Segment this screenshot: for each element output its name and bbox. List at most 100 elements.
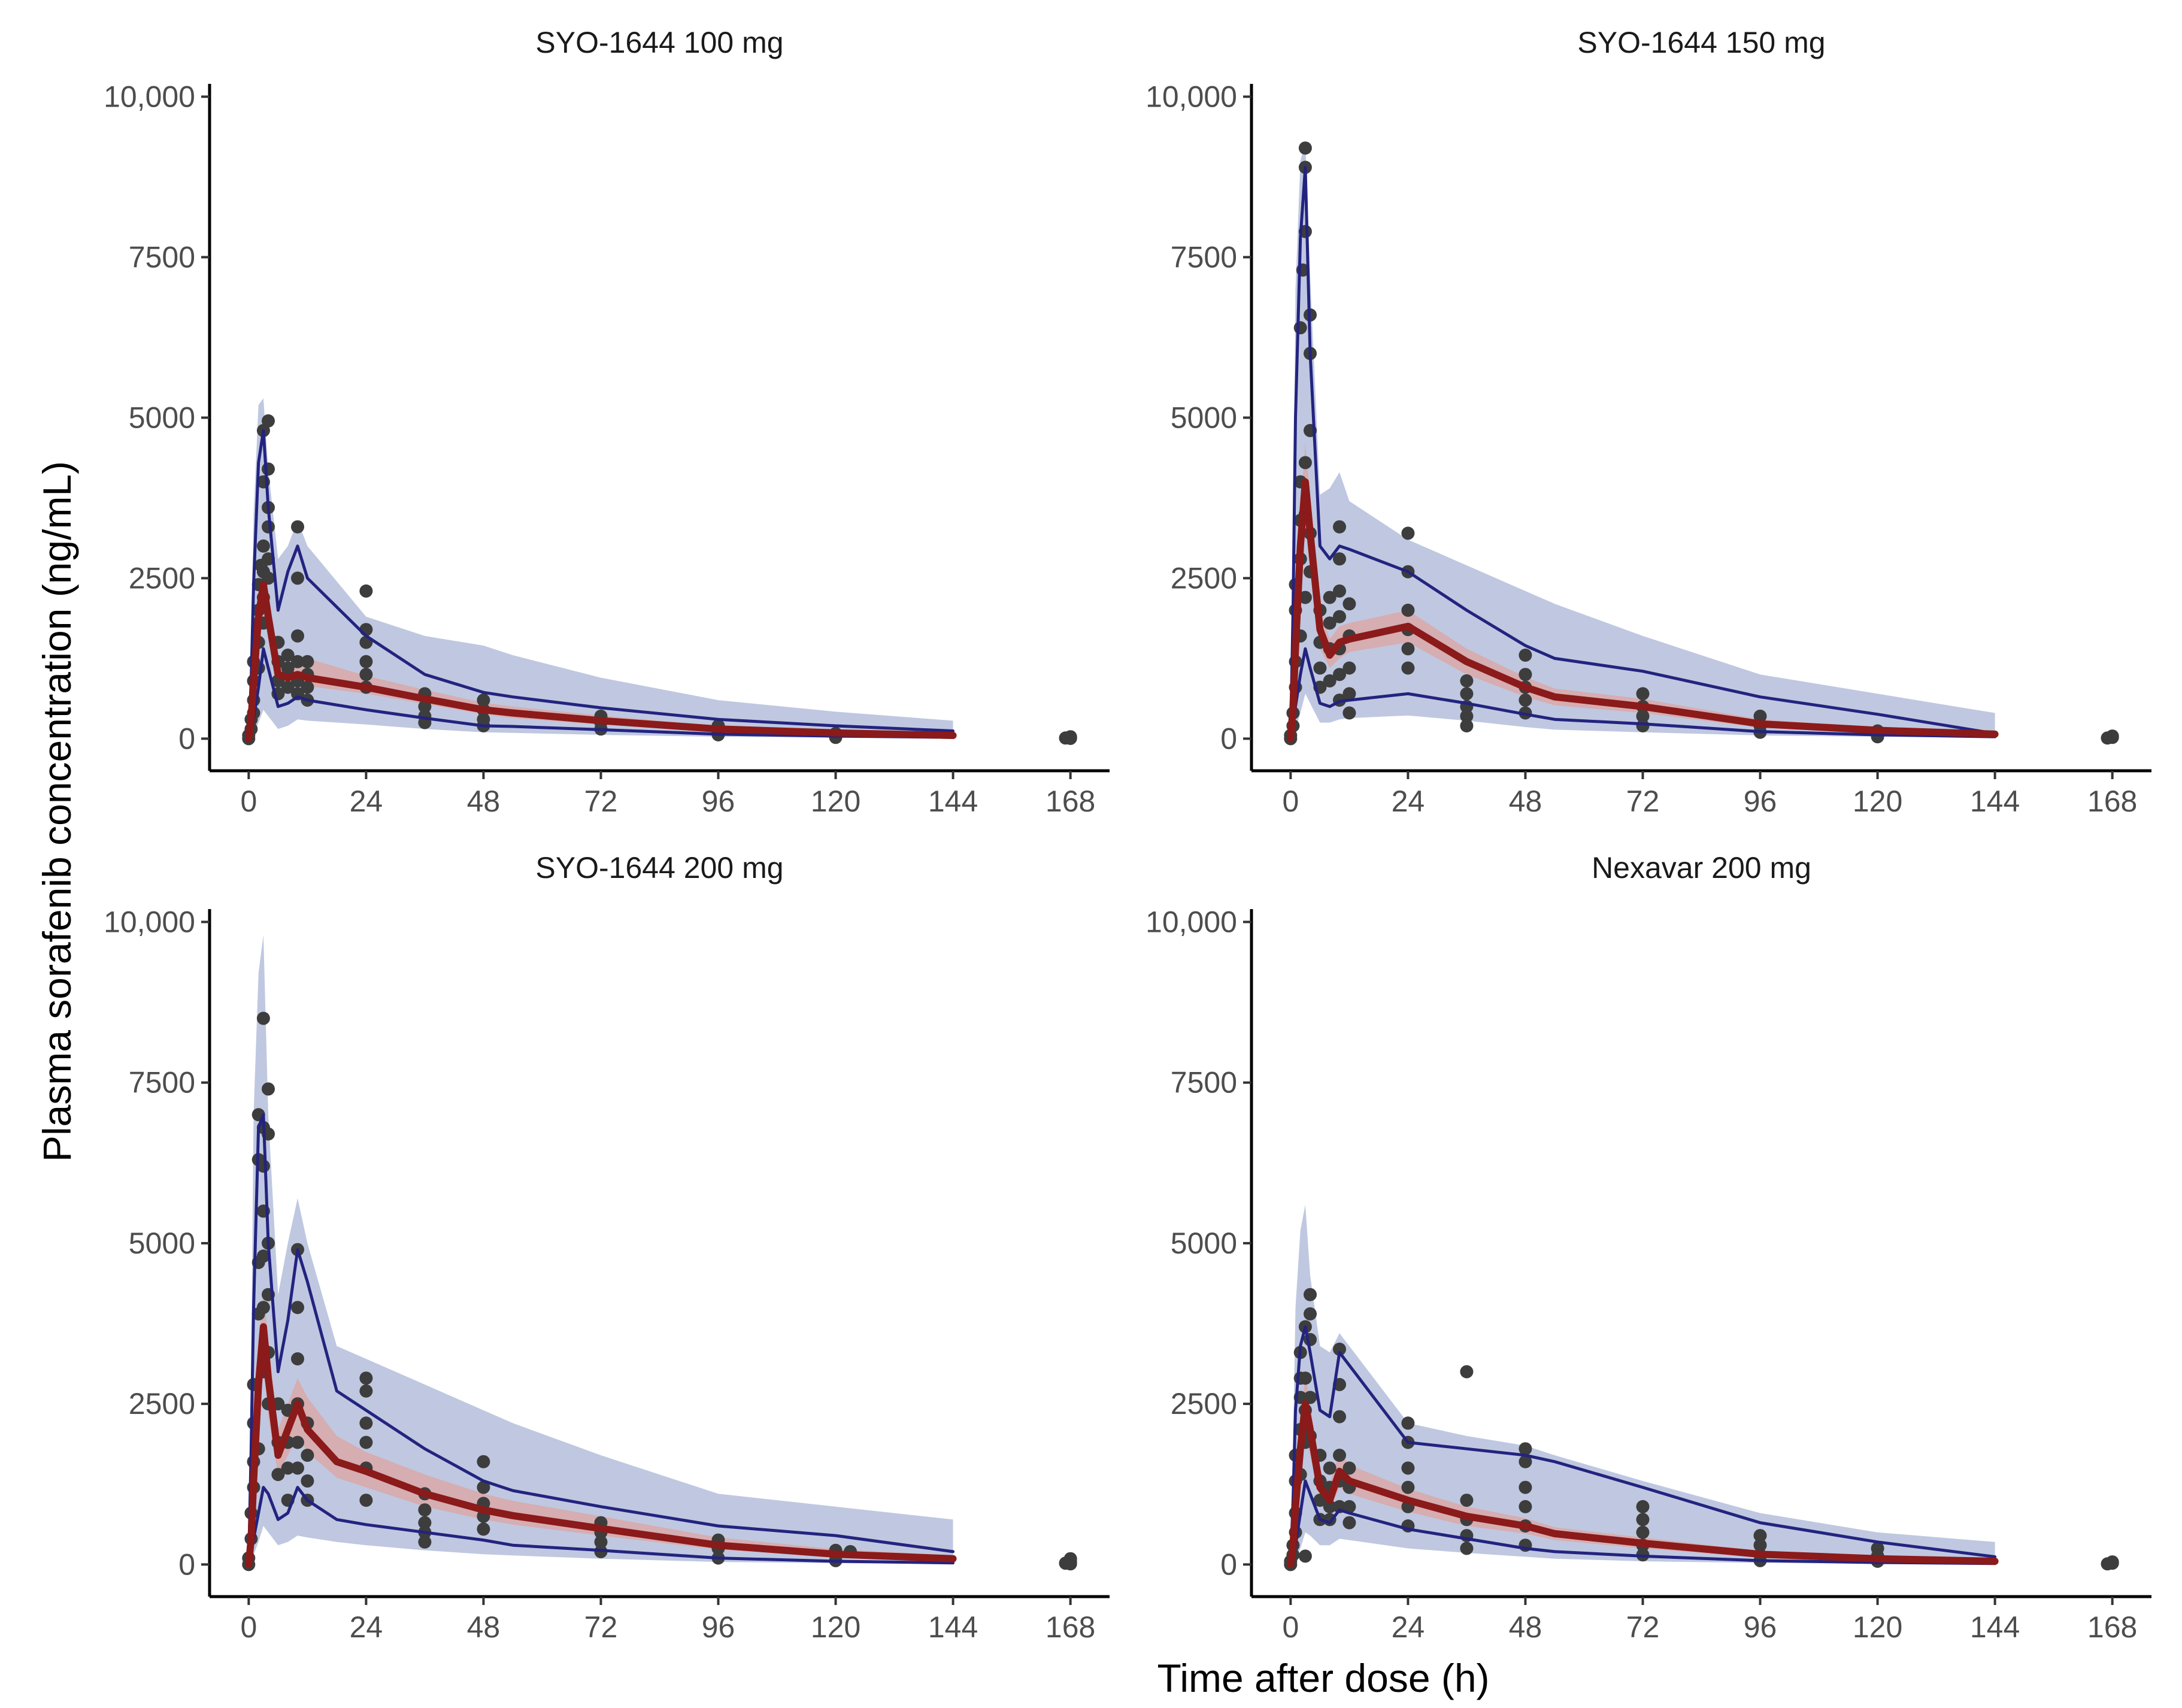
x-tick-label: 0 [240,785,257,818]
observed-point [1753,1539,1767,1552]
observed-point [262,414,275,428]
observed-point [1063,1557,1077,1571]
y-tick-label: 10,000 [1145,905,1237,938]
y-tick-label: 10,000 [1145,80,1237,113]
panel-1: SYO-1644 150 mg 0 2500 5000 7500 10,000 0 24 48 7… [1145,26,2151,818]
x-tick-label: 120 [1853,785,1902,818]
y-tick-label: 0 [1220,722,1237,755]
observed-point [291,571,304,585]
observed-point [1342,706,1356,720]
percentile-band [1290,141,1995,739]
observed-point [1460,1542,1474,1555]
observed-point [1519,1480,1532,1494]
observed-point [1323,590,1337,604]
panel-title: SYO-1644 100 mg [535,26,783,59]
median-line [1287,1400,1999,1568]
observed-point [1298,141,1312,155]
observed-point [359,1494,373,1507]
observed-point [301,680,314,694]
y-tick-label: 0 [178,1548,195,1581]
observed-point [2101,731,2114,745]
observed-point [1333,668,1346,682]
panel-title: SYO-1644 200 mg [535,851,783,885]
percentile-band [248,934,953,1565]
observed-point [1460,709,1474,723]
observed-point [418,1503,432,1517]
observed-point [1401,661,1415,675]
observed-point [281,680,295,694]
observed-point [301,655,314,668]
observed-points [1284,141,2119,746]
observed-point [1333,1342,1346,1356]
observed-point [359,668,373,682]
observed-point [477,694,490,707]
observed-point [1519,694,1532,707]
observed-point [1293,321,1307,335]
x-tick-label: 120 [811,1610,860,1644]
observed-point [1753,709,1767,723]
observed-point [262,462,275,476]
panel-title: Nexavar 200 mg [1592,851,1811,885]
panel-title: SYO-1644 150 mg [1577,26,1825,59]
observed-point [1401,1416,1415,1430]
observed-point [291,520,304,534]
observed-point [1636,1525,1650,1539]
observed-point [359,1384,373,1398]
median-line [245,581,957,743]
panels-group: SYO-1644 100 mg 0 2500 5000 7500 10,000 0 24 48 7… [104,26,2151,1644]
observed-point [359,655,373,668]
observed-point [256,1249,270,1263]
y-tick-label: 0 [178,722,195,755]
y-tick-label: 7500 [129,1066,195,1100]
lower-percentile-line [1289,647,1997,740]
observed-point [1298,1371,1312,1385]
observed-point [301,1449,314,1462]
observed-point [359,1436,373,1449]
y-tick-label: 2500 [1171,561,1237,595]
observed-point [1333,552,1346,566]
observed-point [1323,1500,1337,1513]
observed-point [1519,1500,1532,1513]
observed-point [1401,526,1415,540]
y-tick-label: 10,000 [104,80,195,113]
observed-point [418,699,432,713]
y-tick-label: 0 [1220,1548,1237,1581]
observed-point [1333,584,1346,598]
observed-point [477,1480,490,1494]
observed-point [291,1436,304,1449]
y-tick-label: 2500 [129,561,195,595]
observed-point [291,1461,304,1475]
observed-point [301,1474,314,1488]
observed-point [1342,1461,1356,1475]
y-tick-label: 7500 [1171,1066,1237,1100]
observed-point [291,629,304,643]
observed-point [1636,709,1650,723]
x-tick-label: 48 [467,785,501,818]
x-tick-label: 168 [2087,785,2137,818]
panel-0: SYO-1644 100 mg 0 2500 5000 7500 10,000 0 24 48 7… [104,26,1110,818]
observed-point [1401,642,1415,656]
observed-point [359,1371,373,1385]
observed-point [291,1301,304,1315]
observed-point [1342,687,1356,701]
y-axis-title: Plasma sorafenib concentration (ng/mL) [35,461,79,1162]
upper-percentile-line [247,1113,955,1566]
observed-point [1298,456,1312,470]
x-tick-label: 96 [702,1610,735,1644]
observed-point [281,649,295,662]
y-tick-label: 7500 [1171,240,1237,274]
x-tick-label: 72 [584,785,618,818]
observed-point [1304,1307,1317,1321]
x-tick-label: 72 [584,1610,618,1644]
observed-point [262,1082,275,1096]
observed-point [256,1301,270,1315]
observed-point [1519,649,1532,662]
observed-point [291,655,304,668]
y-tick-label: 5000 [1171,1227,1237,1260]
observed-point [1636,1500,1650,1513]
observed-point [1342,597,1356,611]
observed-point [1519,1442,1532,1456]
x-tick-label: 0 [1282,785,1299,818]
x-tick-label: 48 [1509,1610,1542,1644]
